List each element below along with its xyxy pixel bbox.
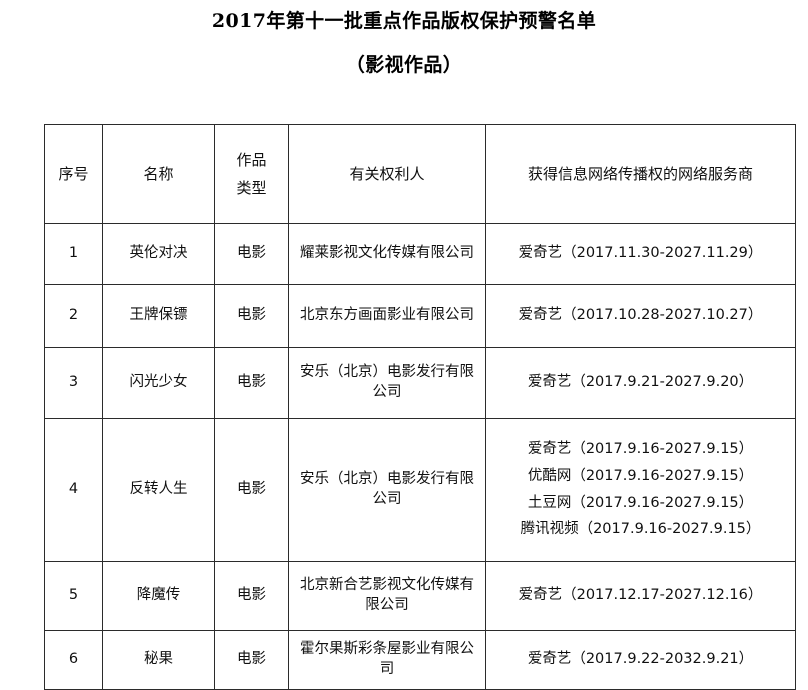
row-index: 2 bbox=[44, 284, 103, 348]
row-service-providers: 爱奇艺（2017.10.28-2027.10.27） bbox=[485, 284, 796, 348]
table-body: 1 英伦对决 电影 耀莱影视文化传媒有限公司 爱奇艺（2017.11.30-20… bbox=[44, 223, 796, 690]
row-index: 4 bbox=[44, 418, 103, 562]
row-service-providers: 爱奇艺（2017.11.30-2027.11.29） bbox=[485, 223, 796, 285]
column-header-name: 名称 bbox=[102, 124, 215, 224]
row-index: 3 bbox=[44, 347, 103, 419]
service-provider-entry: 土豆网（2017.9.16-2027.9.15） bbox=[527, 494, 754, 511]
service-provider-entry: 爱奇艺（2017.9.22-2032.9.21） bbox=[527, 651, 754, 668]
row-work-name: 反转人生 bbox=[102, 418, 215, 562]
service-provider-entry: 腾讯视频（2017.9.16-2027.9.15） bbox=[520, 521, 761, 538]
row-work-type: 电影 bbox=[214, 561, 289, 631]
document-title: 2017年第十一批重点作品版权保护预警名单 bbox=[211, 10, 597, 32]
service-provider-entry: 爱奇艺（2017.11.30-2027.11.29） bbox=[518, 245, 763, 262]
row-work-type: 电影 bbox=[214, 347, 289, 419]
row-work-type: 电影 bbox=[214, 284, 289, 348]
service-provider-entry: 爱奇艺（2017.9.16-2027.9.15） bbox=[527, 441, 754, 458]
row-work-type: 电影 bbox=[214, 418, 289, 562]
table-header: 序号 名称 作品 类型 有关权利人 获得信息网络传播权的网络服务商 bbox=[44, 124, 796, 224]
row-work-name: 降魔传 bbox=[102, 561, 215, 631]
row-rights-holder: 北京东方画面影业有限公司 bbox=[288, 284, 486, 348]
column-header-work-type-line1: 作品 bbox=[236, 150, 267, 169]
column-header-rights-holder: 有关权利人 bbox=[288, 124, 486, 224]
row-index: 5 bbox=[44, 561, 103, 631]
service-provider-entry: 爱奇艺（2017.10.28-2027.10.27） bbox=[518, 307, 763, 324]
row-service-providers: 爱奇艺（2017.12.17-2027.12.16） bbox=[485, 561, 796, 631]
row-rights-holder: 霍尔果斯彩条屋影业有限公司 bbox=[288, 630, 486, 690]
table-row: 5 降魔传 电影 北京新合艺影视文化传媒有限公司 爱奇艺（2017.12.17-… bbox=[44, 561, 796, 631]
service-provider-entry: 爱奇艺（2017.9.21-2027.9.20） bbox=[527, 374, 754, 391]
listing-table-container: 序号 名称 作品 类型 有关权利人 获得信息网络传播权的网络服务商 1 英伦对决… bbox=[44, 124, 796, 690]
row-work-type: 电影 bbox=[214, 630, 289, 690]
row-index: 1 bbox=[44, 223, 103, 285]
table-row: 4 反转人生 电影 安乐（北京）电影发行有限公司 爱奇艺（2017.9.16-2… bbox=[44, 418, 796, 562]
table-row: 6 秘果 电影 霍尔果斯彩条屋影业有限公司 爱奇艺（2017.9.22-2032… bbox=[44, 630, 796, 690]
row-work-name: 英伦对决 bbox=[102, 223, 215, 285]
row-service-providers: 爱奇艺（2017.9.16-2027.9.15） 优酷网（2017.9.16-2… bbox=[485, 418, 796, 562]
copyright-warning-listing-table: 序号 名称 作品 类型 有关权利人 获得信息网络传播权的网络服务商 1 英伦对决… bbox=[44, 124, 796, 690]
row-index: 6 bbox=[44, 630, 103, 690]
row-work-name: 闪光少女 bbox=[102, 347, 215, 419]
service-provider-entry: 优酷网（2017.9.16-2027.9.15） bbox=[527, 467, 754, 484]
row-rights-holder: 安乐（北京）电影发行有限公司 bbox=[288, 418, 486, 562]
column-header-index: 序号 bbox=[44, 124, 103, 224]
row-service-providers: 爱奇艺（2017.9.21-2027.9.20） bbox=[485, 347, 796, 419]
table-row: 1 英伦对决 电影 耀莱影视文化传媒有限公司 爱奇艺（2017.11.30-20… bbox=[44, 223, 796, 285]
row-work-type: 电影 bbox=[214, 223, 289, 285]
row-work-name: 王牌保镖 bbox=[102, 284, 215, 348]
column-header-work-type: 作品 类型 bbox=[214, 124, 289, 224]
row-rights-holder: 安乐（北京）电影发行有限公司 bbox=[288, 347, 486, 419]
table-row: 3 闪光少女 电影 安乐（北京）电影发行有限公司 爱奇艺（2017.9.21-2… bbox=[44, 347, 796, 419]
service-provider-entry: 爱奇艺（2017.12.17-2027.12.16） bbox=[518, 587, 763, 604]
table-header-row: 序号 名称 作品 类型 有关权利人 获得信息网络传播权的网络服务商 bbox=[44, 124, 796, 224]
row-work-name: 秘果 bbox=[102, 630, 215, 690]
column-header-network-service-provider: 获得信息网络传播权的网络服务商 bbox=[485, 124, 796, 224]
document-subtitle: （影视作品） bbox=[345, 54, 463, 76]
row-service-providers: 爱奇艺（2017.9.22-2032.9.21） bbox=[485, 630, 796, 690]
table-row: 2 王牌保镖 电影 北京东方画面影业有限公司 爱奇艺（2017.10.28-20… bbox=[44, 284, 796, 348]
row-rights-holder: 北京新合艺影视文化传媒有限公司 bbox=[288, 561, 486, 631]
row-rights-holder: 耀莱影视文化传媒有限公司 bbox=[288, 223, 486, 285]
column-header-work-type-line2: 类型 bbox=[236, 179, 267, 197]
